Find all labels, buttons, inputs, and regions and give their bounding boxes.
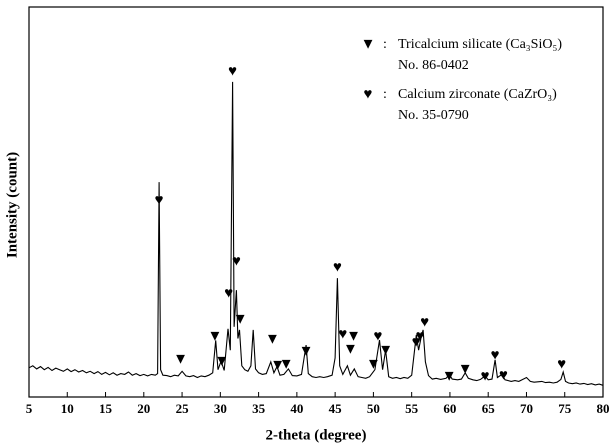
legend-card: No. 86-0402 bbox=[398, 58, 469, 73]
peak-marker: ♥ bbox=[416, 328, 425, 344]
x-tick-label: 15 bbox=[99, 401, 113, 416]
x-tick-label: 30 bbox=[214, 401, 227, 416]
x-tick-label: 25 bbox=[176, 401, 190, 416]
legend-separator: : bbox=[383, 87, 387, 102]
legend-card: No. 35-0790 bbox=[398, 108, 469, 123]
peak-marker: ♥ bbox=[338, 326, 347, 342]
y-axis-label: Intensity (count) bbox=[4, 152, 20, 258]
x-tick-label: 80 bbox=[597, 401, 610, 416]
peak-marker: ▼ bbox=[442, 369, 457, 385]
legend-symbol: ♥ bbox=[364, 86, 373, 102]
peak-marker: ▼ bbox=[233, 312, 248, 328]
peak-marker: ♥ bbox=[374, 328, 383, 344]
x-tick-label: 55 bbox=[405, 401, 419, 416]
x-tick-label: 60 bbox=[443, 401, 456, 416]
peak-marker: ♥ bbox=[155, 192, 164, 208]
x-tick-label: 75 bbox=[558, 401, 572, 416]
peak-marker: ♥ bbox=[491, 347, 500, 363]
peak-marker: ♥ bbox=[232, 253, 241, 269]
x-tick-label: 40 bbox=[290, 401, 303, 416]
peak-marker: ♥ bbox=[412, 335, 421, 351]
x-axis-label: 2-theta (degree) bbox=[266, 427, 367, 443]
peak-marker: ▼ bbox=[265, 331, 280, 347]
peak-marker: ▼ bbox=[270, 358, 285, 374]
peak-marker: ▼ bbox=[378, 342, 393, 358]
x-tick-label: 10 bbox=[61, 401, 74, 416]
peak-marker: ▼ bbox=[299, 344, 314, 360]
plot-frame bbox=[28, 6, 604, 398]
x-tick-label: 70 bbox=[520, 401, 533, 416]
x-tick-label: 45 bbox=[329, 401, 343, 416]
peak-marker: ▼ bbox=[214, 353, 229, 369]
legend-label: Calcium zirconate (CaZrO₃) bbox=[398, 87, 557, 102]
peak-marker: ▼ bbox=[343, 342, 358, 358]
peak-marker: ♥ bbox=[557, 356, 566, 372]
peak-marker: ♥ bbox=[481, 369, 490, 385]
peak-marker: ♥ bbox=[420, 314, 429, 330]
peak-marker: ▼ bbox=[279, 356, 294, 372]
x-tick-label: 5 bbox=[26, 401, 33, 416]
peak-marker: ♥ bbox=[499, 367, 508, 383]
peak-marker: ▼ bbox=[366, 356, 381, 372]
legend-label: Tricalcium silicate (Ca₃SiO₅) bbox=[398, 37, 562, 52]
peak-marker: ▼ bbox=[208, 328, 223, 344]
peak-marker: ♥ bbox=[228, 64, 237, 80]
x-tick-label: 20 bbox=[137, 401, 150, 416]
legend-separator: : bbox=[383, 37, 387, 52]
xrd-line bbox=[28, 81, 604, 386]
legend-symbol: ▼ bbox=[361, 36, 376, 52]
peak-marker: ▼ bbox=[458, 362, 473, 378]
x-tick-label: 65 bbox=[482, 401, 496, 416]
x-tick-label: 35 bbox=[252, 401, 266, 416]
peak-marker: ♥ bbox=[224, 285, 233, 301]
x-tick-label: 50 bbox=[367, 401, 380, 416]
peak-marker: ▼ bbox=[346, 328, 361, 344]
peak-marker: ♥ bbox=[333, 259, 342, 275]
peak-marker: ▼ bbox=[173, 351, 188, 367]
